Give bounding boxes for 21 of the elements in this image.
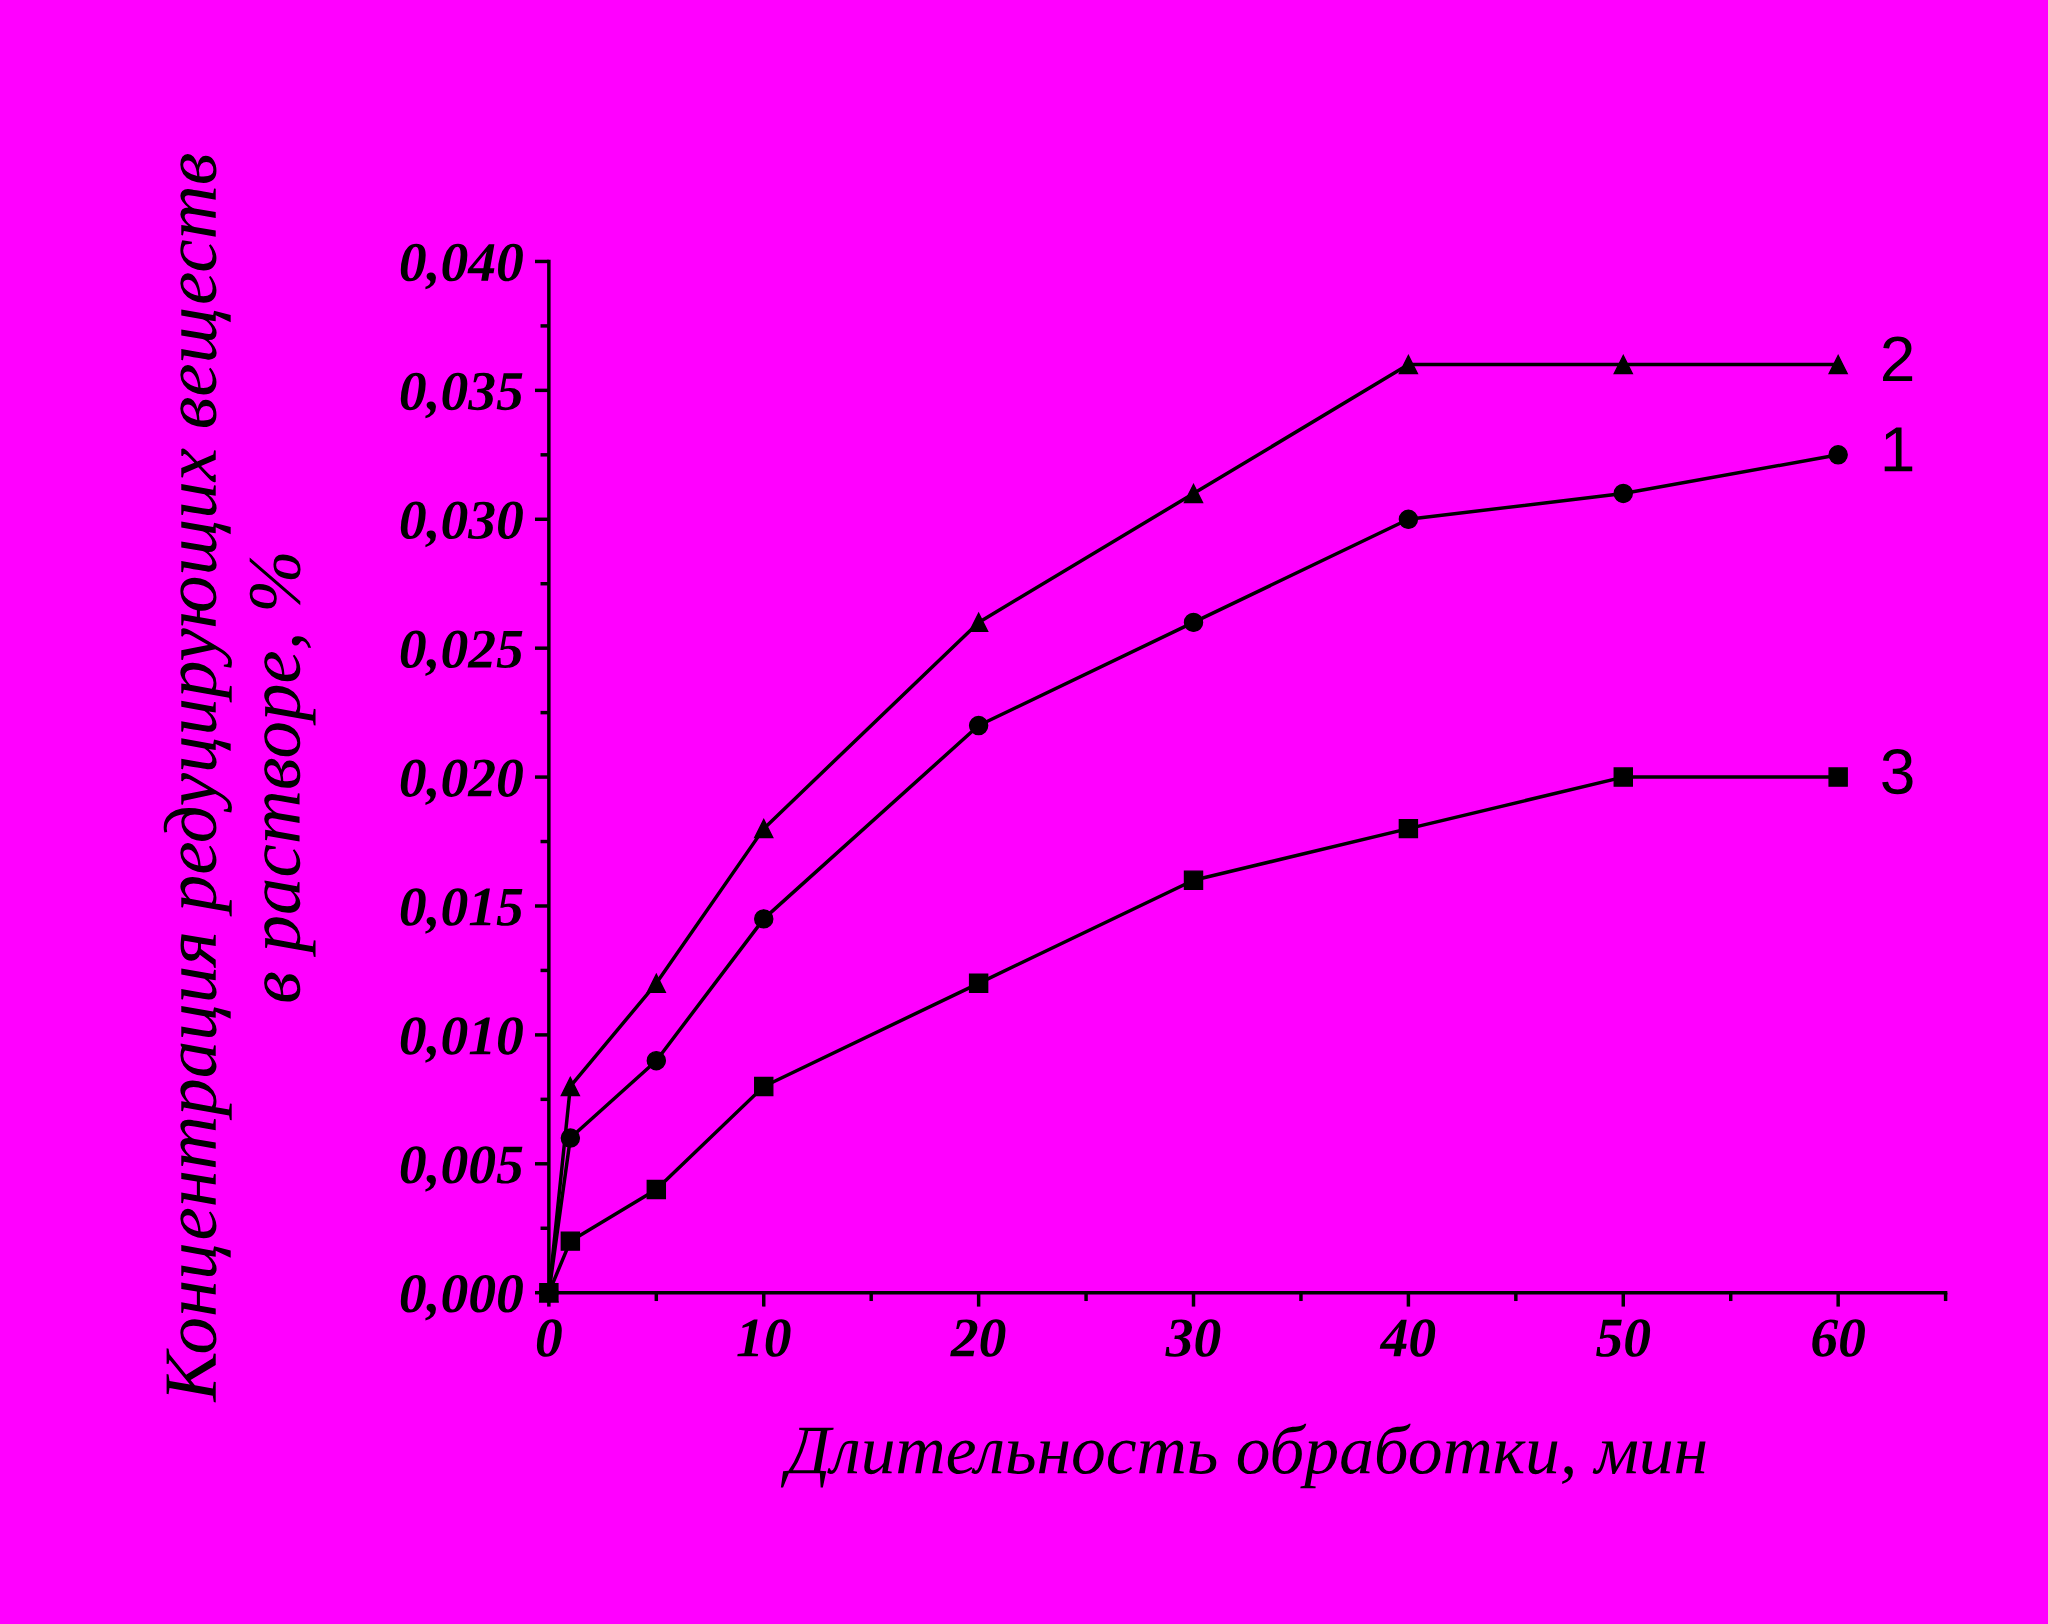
x-tick-label: 0 [536, 1319, 562, 1357]
y-tick-label: 0,025 [400, 630, 523, 677]
y-tick-label: 0,000 [400, 1275, 523, 1321]
x-tick-label: 30 [1165, 1319, 1221, 1357]
x-tick-label: 20 [950, 1319, 1006, 1357]
series-label: 1 [1884, 427, 1913, 472]
series-label: 3 [1882, 748, 1913, 795]
x-tick-label: 60 [1812, 1319, 1865, 1357]
x-axis-title: Длительность обработки, мин [780, 1423, 1706, 1489]
y-tick-label: 0,040 [400, 243, 523, 290]
series-label: 2 [1883, 336, 1913, 382]
x-tick-label: 40 [1379, 1319, 1436, 1357]
y-tick-label: 0,035 [400, 372, 523, 419]
y-tick-label: 0,030 [400, 501, 523, 548]
y-axis-title: Концентрация редуцирующих веществ в растворе, % [163, 153, 316, 1403]
y-tick-label: 0,015 [400, 888, 523, 934]
y-tick-label: 0,005 [400, 1146, 523, 1192]
x-tick-label: 10 [737, 1319, 791, 1357]
y-tick-label: 0,020 [400, 759, 523, 805]
y-tick-label: 0,010 [400, 1017, 523, 1063]
x-tick-label: 50 [1596, 1319, 1651, 1357]
